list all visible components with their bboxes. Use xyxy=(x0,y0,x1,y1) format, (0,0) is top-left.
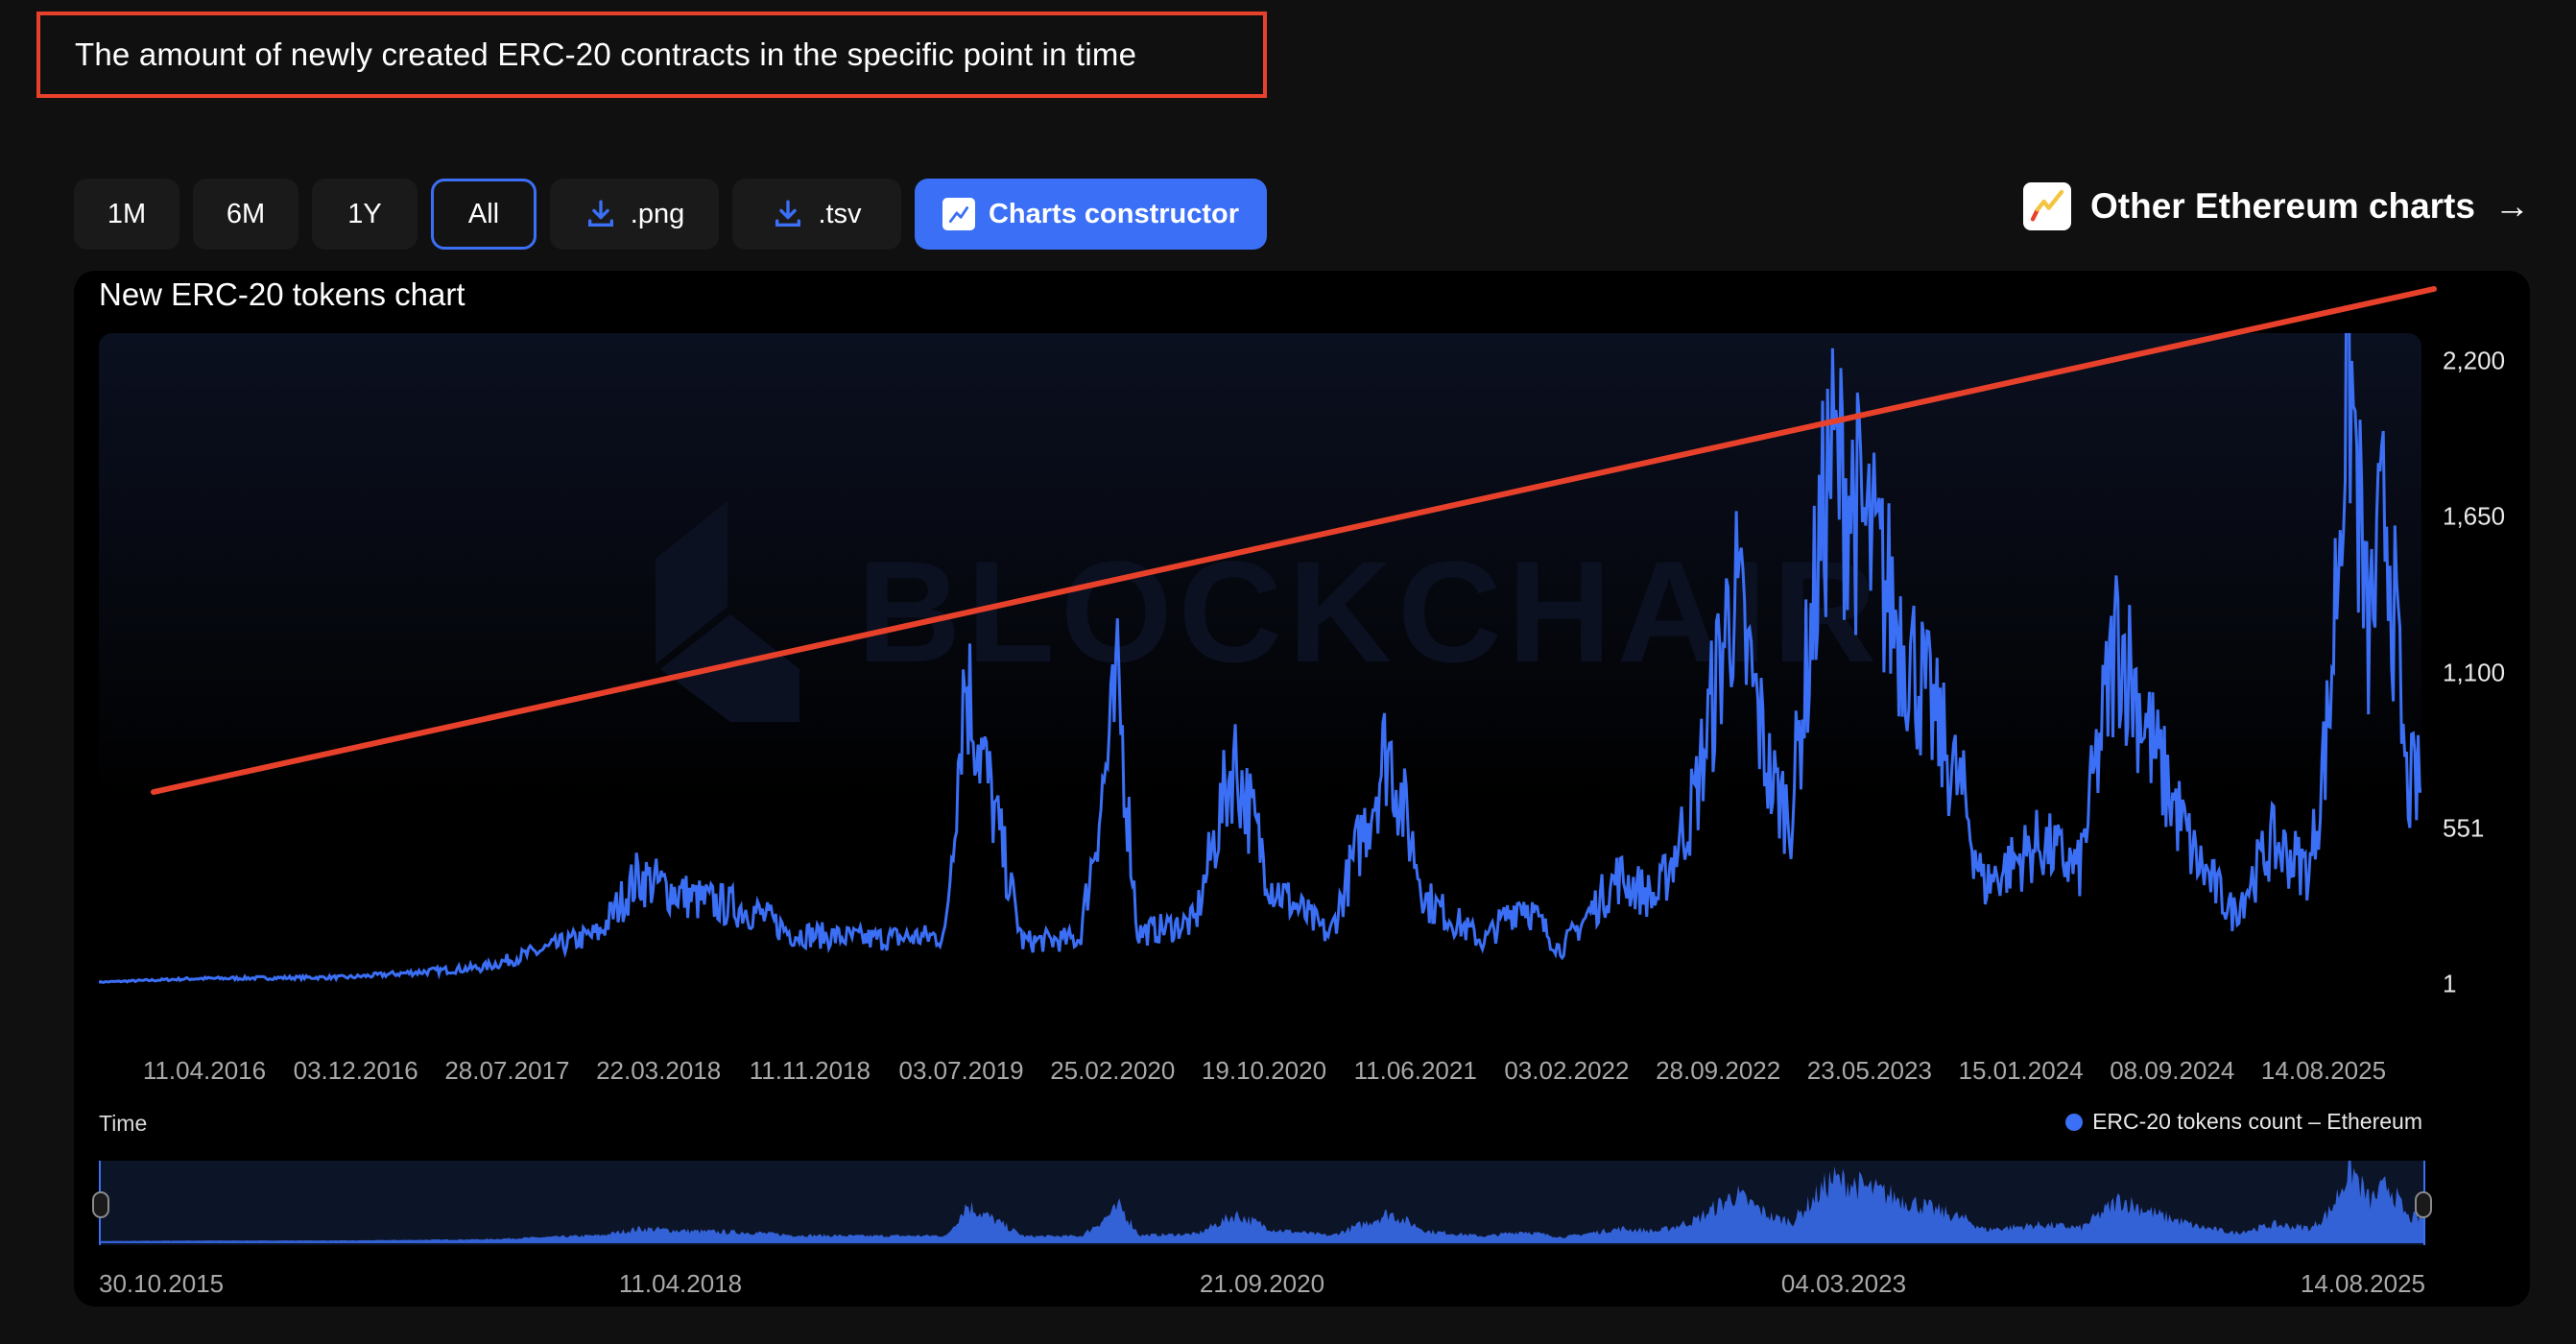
navigator-left-handle[interactable] xyxy=(92,1191,109,1218)
y-tick-label: 1 xyxy=(2443,969,2457,998)
range-1y-button[interactable]: 1Y xyxy=(312,179,417,250)
x-tick-label: 25.02.2020 xyxy=(1050,1056,1176,1085)
other-charts-label: Other Ethereum charts xyxy=(2090,186,2475,226)
range-all-button[interactable]: All xyxy=(431,179,537,250)
download-png-label: .png xyxy=(630,198,685,229)
download-icon xyxy=(775,200,801,228)
navigator-axis: 30.10.2015 11.04.2018 21.09.2020 04.03.2023… xyxy=(99,1269,2425,1304)
chart-title: New ERC-20 tokens chart xyxy=(99,276,465,312)
x-tick-label: 19.10.2020 xyxy=(1201,1056,1327,1085)
range-6m-button[interactable]: 6M xyxy=(193,179,298,250)
range-navigator[interactable] xyxy=(92,1161,2432,1245)
chart-line-icon xyxy=(942,198,975,230)
charts-constructor-label: Charts constructor xyxy=(988,198,1240,229)
chart-panel: New ERC-20 tokens chart BLOCKCHAIR 2,200… xyxy=(74,271,2530,1307)
legend-label: ERC-20 tokens count – Ethereum xyxy=(2092,1109,2422,1134)
range-6m-label: 6M xyxy=(226,198,266,229)
x-axis: 11.04.2016 03.12.2016 28.07.2017 22.03.2018… xyxy=(99,1056,2421,1094)
x-tick-label: 11.04.2016 xyxy=(142,1056,267,1085)
y-tick-label: 1,100 xyxy=(2443,658,2506,687)
download-tsv-button[interactable]: .tsv xyxy=(732,179,901,250)
navigator-tick-label: 30.10.2015 xyxy=(99,1269,225,1298)
navigator-series xyxy=(101,1161,2423,1243)
x-tick-label: 11.06.2021 xyxy=(1353,1056,1477,1085)
navigator-tick-label: 11.04.2018 xyxy=(618,1269,743,1298)
x-tick-label: 14.08.2025 xyxy=(2260,1056,2387,1085)
range-all-label: All xyxy=(467,198,500,229)
navigator-tick-label: 04.03.2023 xyxy=(1780,1269,1907,1298)
annotation-box: The amount of newly created ERC-20 contr… xyxy=(36,12,1267,98)
range-1m-label: 1M xyxy=(107,198,147,229)
series-line xyxy=(99,333,2421,984)
x-tick-label: 22.03.2018 xyxy=(596,1056,722,1085)
download-icon xyxy=(587,200,613,228)
download-tsv-label: .tsv xyxy=(818,198,862,229)
x-tick-label: 03.02.2022 xyxy=(1504,1056,1630,1085)
x-axis-title: Time xyxy=(99,1111,148,1136)
x-tick-label: 08.09.2024 xyxy=(2110,1056,2235,1085)
other-ethereum-charts-link[interactable]: Other Ethereum charts → xyxy=(2023,182,2530,230)
download-png-button[interactable]: .png xyxy=(550,179,719,250)
x-tick-label: 15.01.2024 xyxy=(1958,1056,2084,1085)
plot-area[interactable]: BLOCKCHAIR xyxy=(99,333,2421,1005)
x-tick-label: 03.07.2019 xyxy=(898,1056,1024,1085)
range-1y-label: 1Y xyxy=(347,198,382,229)
charts-constructor-button[interactable]: Charts constructor xyxy=(915,179,1267,250)
legend-item[interactable]: ERC-20 tokens count – Ethereum xyxy=(2065,1109,2422,1135)
range-1m-button[interactable]: 1M xyxy=(74,179,179,250)
arrow-right-icon: → xyxy=(2493,186,2530,226)
navigator-right-handle[interactable] xyxy=(2415,1191,2432,1218)
trend-chart-icon xyxy=(2023,182,2071,230)
y-axis: 2,200 1,650 1,100 551 1 xyxy=(2443,333,2529,1063)
navigator-tick-label: 21.09.2020 xyxy=(1199,1269,1325,1298)
x-tick-label: 28.07.2017 xyxy=(444,1056,570,1085)
x-tick-label: 11.11.2018 xyxy=(749,1056,871,1085)
chart-toolbar: 1M 6M 1Y All .png .tsv Charts constructo… xyxy=(74,179,1267,250)
y-tick-label: 1,650 xyxy=(2443,501,2506,531)
y-tick-label: 551 xyxy=(2443,813,2485,843)
y-tick-label: 2,200 xyxy=(2443,346,2506,375)
navigator-tick-label: 14.08.2025 xyxy=(2300,1269,2425,1298)
x-tick-label: 28.09.2022 xyxy=(1656,1056,1781,1085)
annotation-text: The amount of newly created ERC-20 contr… xyxy=(75,36,1137,72)
x-tick-label: 23.05.2023 xyxy=(1806,1056,1932,1085)
x-tick-label: 03.12.2016 xyxy=(293,1056,418,1085)
legend-dot-icon xyxy=(2065,1113,2084,1131)
